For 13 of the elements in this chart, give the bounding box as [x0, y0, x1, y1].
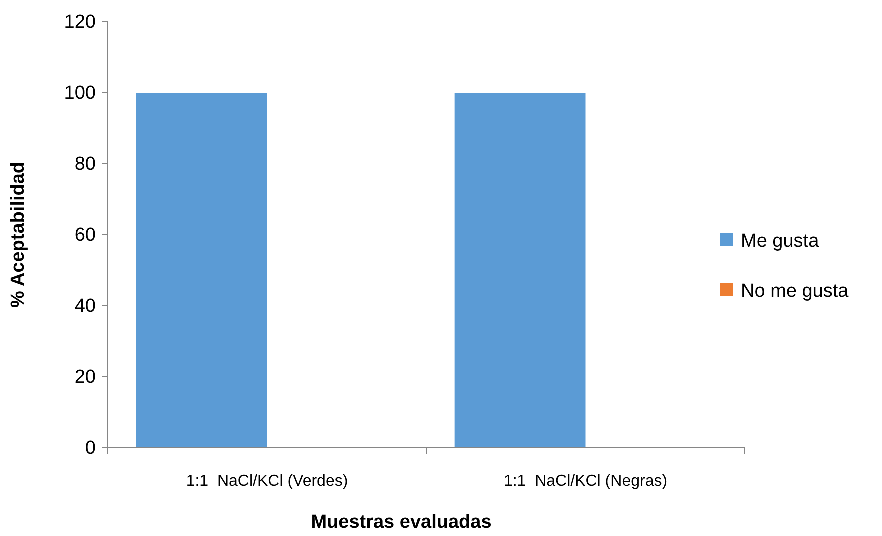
- y-tick-label: 40: [74, 296, 96, 318]
- y-tick-label: 0: [85, 438, 96, 460]
- y-tick-label: 80: [74, 154, 96, 176]
- legend-label: Me gusta: [741, 231, 820, 252]
- legend-label: No me gusta: [741, 281, 850, 302]
- y-axis-title: % Aceptabilidad: [8, 162, 29, 308]
- x-tick-label: 1:1 NaCl/KCl (Verdes): [186, 473, 348, 490]
- y-tick-label: 100: [64, 83, 96, 104]
- y-tick-label: 60: [74, 225, 96, 246]
- y-tick-label: 120: [64, 12, 96, 34]
- y-tick-label: 20: [74, 367, 96, 388]
- x-tick-label: 1:1 NaCl/KCl (Negras): [504, 473, 668, 490]
- x-axis-title: Muestras evaluadas: [311, 512, 492, 533]
